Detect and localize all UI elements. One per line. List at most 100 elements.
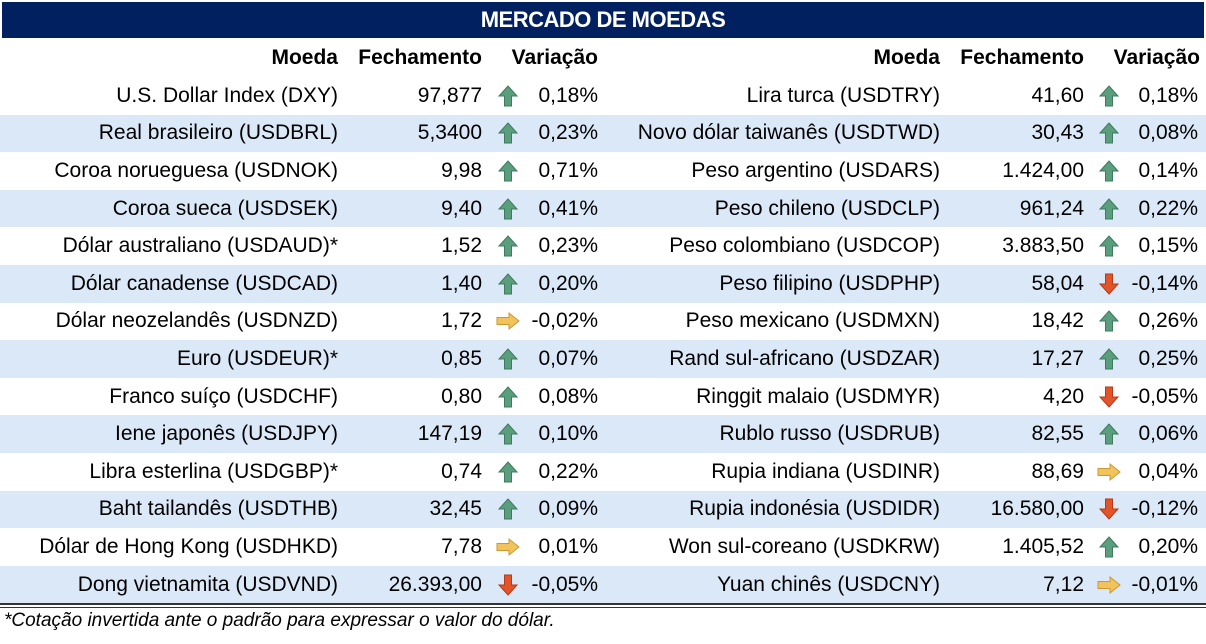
change-value: 0,18% [1138,83,1198,107]
currency-name: Won sul-coreano (USDKRW) [668,534,940,558]
table-row: Iene japonês (USDJPY) 147,19 0,10% Rublo ru… [0,415,1206,453]
divider [0,603,1206,605]
currency-name: Franco suíço (USDCHF) [109,384,338,408]
close-value: 147,19 [417,422,482,446]
currency-name: Coroa sueca (USDSEK) [112,196,338,220]
table-row: Real brasileiro (USDBRL) 5,3400 0,23% Novo … [0,114,1206,153]
footnote: *Cotação invertida ante o padrão para ex… [4,610,555,631]
change-value: 0,18% [538,83,598,107]
close-value: 1,52 [441,234,482,258]
header-change: Variação [1113,46,1200,69]
currency-name: Baht tailandês (USDTHB) [98,497,338,521]
arrow-up-icon [496,265,520,303]
close-value: 961,24 [1019,196,1084,220]
currency-name: U.S. Dollar Index (DXY) [116,83,338,107]
close-value: 82,55 [1031,422,1084,446]
arrow-up-icon [496,453,520,491]
currency-name: Libra esterlina (USDGBP)* [89,459,338,483]
table-row: Dong vietnamita (USDVND) 26.393,00 -0,05% Y… [0,565,1206,604]
currency-name: Peso mexicano (USDMXN) [685,309,940,333]
change-value: 0,25% [1138,346,1198,370]
close-value: 7,78 [441,534,482,558]
change-value: 0,20% [538,271,598,295]
change-value: -0,02% [531,309,598,333]
currency-name: Dólar canadense (USDCAD) [70,271,338,295]
change-value: 0,09% [538,497,598,521]
arrow-up-icon [496,152,520,190]
currency-name: Rublo russo (USDRUB) [719,422,940,446]
close-value: 9,98 [441,158,482,182]
currency-table: Moeda Fechamento Variação Moeda Fechamen… [0,39,1206,604]
arrow-flat-icon [1096,566,1122,604]
change-value: 0,23% [538,234,598,258]
change-value: -0,05% [531,572,598,596]
table-row: Coroa sueca (USDSEK) 9,40 0,41% Peso chilen… [0,189,1206,228]
currency-name: Dólar neozelandês (USDNZD) [55,309,338,333]
currency-name: Lira turca (USDTRY) [746,83,940,107]
table-row: Franco suíço (USDCHF) 0,80 0,08% Ringgit ma… [0,378,1206,416]
close-value: 1,72 [441,309,482,333]
table-row: Coroa norueguesa (USDNOK) 9,98 0,71% Peso a… [0,152,1206,190]
currency-name: Real brasileiro (USDBRL) [98,121,338,145]
change-value: -0,14% [1131,271,1198,295]
change-value: 0,06% [1138,422,1198,446]
close-value: 18,42 [1031,309,1084,333]
close-value: 97,877 [417,83,482,107]
close-value: 30,43 [1031,121,1084,145]
close-value: 88,69 [1031,459,1084,483]
change-value: 0,08% [538,384,598,408]
arrow-down-icon [1096,491,1122,529]
currency-name: Peso argentino (USDARS) [691,158,940,182]
table-row: Euro (USDEUR)* 0,85 0,07% Rand sul-africano… [0,340,1206,378]
table-row: Dólar de Hong Kong (USDHKD) 7,78 0,01% Won … [0,528,1206,566]
arrow-up-icon [1096,190,1122,228]
arrow-down-icon [1096,265,1122,303]
page-title: MERCADO DE MOEDAS [2,2,1204,38]
change-value: -0,01% [1131,572,1198,596]
table-row: Libra esterlina (USDGBP)* 0,74 0,22% Rupia … [0,453,1206,491]
currency-name: Dólar de Hong Kong (USDHKD) [39,534,338,558]
arrow-up-icon [1096,77,1122,115]
arrow-up-icon [496,491,520,529]
arrow-flat-icon [496,303,520,341]
arrow-down-icon [496,566,520,604]
close-value: 3.883,50 [1002,234,1084,258]
currency-name: Ringgit malaio (USDMYR) [696,384,940,408]
divider [0,607,1206,608]
close-value: 4,20 [1043,384,1084,408]
change-value: 0,22% [538,459,598,483]
close-value: 0,85 [441,346,482,370]
change-value: 0,22% [1138,196,1198,220]
close-value: 58,04 [1031,271,1084,295]
currency-name: Peso chileno (USDCLP) [714,196,940,220]
arrow-flat-icon [1096,453,1122,491]
close-value: 17,27 [1031,346,1084,370]
close-value: 9,40 [441,196,482,220]
close-value: 1.424,00 [1002,158,1084,182]
table-row: Dólar canadense (USDCAD) 1,40 0,20% Peso fi… [0,264,1206,303]
table-row: U.S. Dollar Index (DXY) 97,877 0,18% Lira t… [0,77,1206,115]
arrow-up-icon [1096,115,1122,153]
arrow-up-icon [1096,152,1122,190]
arrow-down-icon [1096,378,1122,416]
currency-name: Dong vietnamita (USDVND) [77,572,338,596]
arrow-up-icon [1096,415,1122,453]
arrow-up-icon [496,77,520,115]
currency-name: Iene japonês (USDJPY) [115,422,338,446]
close-value: 0,74 [441,459,482,483]
currency-name: Rand sul-africano (USDZAR) [669,346,940,370]
currency-name: Coroa norueguesa (USDNOK) [54,158,338,182]
currency-name: Rupia indonésia (USDIDR) [689,497,940,521]
arrow-up-icon [1096,340,1122,378]
header-currency: Moeda [873,46,940,69]
arrow-up-icon [496,115,520,153]
currency-name: Yuan chinês (USDCNY) [717,572,940,596]
change-value: 0,71% [538,158,598,182]
change-value: 0,14% [1138,158,1198,182]
arrow-flat-icon [496,528,520,566]
table-row: Dólar australiano (USDAUD)* 1,52 0,23% Peso… [0,227,1206,265]
change-value: 0,08% [1138,121,1198,145]
currency-name: Rupia indiana (USDINR) [711,459,940,483]
arrow-up-icon [496,340,520,378]
change-value: 0,01% [538,534,598,558]
